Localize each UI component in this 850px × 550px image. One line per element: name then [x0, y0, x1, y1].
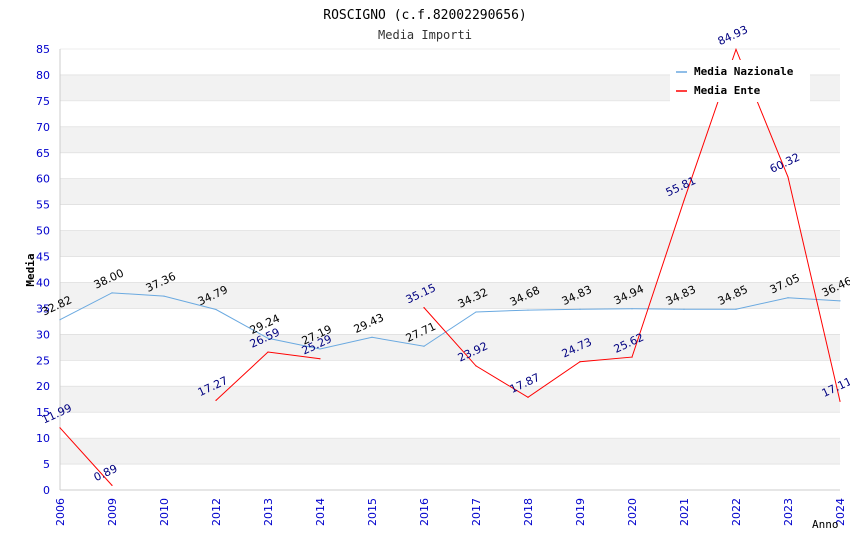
grid-band — [60, 230, 840, 257]
y-tick-label: 50 — [36, 225, 50, 238]
y-tick-label: 35 — [36, 302, 50, 315]
grid-band — [60, 178, 840, 205]
data-label-media-ente: 84.93 — [716, 23, 750, 48]
y-tick-label: 20 — [36, 380, 50, 393]
y-tick-label: 60 — [36, 173, 50, 186]
x-tick-label: 2009 — [106, 498, 119, 526]
x-tick-label: 2016 — [418, 498, 431, 526]
x-tick-label: 2022 — [730, 498, 743, 526]
y-tick-label: 10 — [36, 432, 50, 445]
grid-band — [60, 438, 840, 465]
legend-label-media-nazionale: Media Nazionale — [694, 65, 794, 78]
x-tick-label: 2021 — [678, 498, 691, 526]
grid-bands — [60, 74, 840, 465]
y-tick-label: 70 — [36, 121, 50, 134]
x-tick-label: 2018 — [522, 498, 535, 526]
x-tick-labels: 2006 2009 2010 2012 2013 2014 2015 2016 2017 2018… — [54, 498, 847, 526]
x-tick-label: 2023 — [782, 498, 795, 526]
series-line-media-nazionale — [59, 292, 841, 350]
grid-lines — [60, 48, 840, 491]
y-tick-label: 30 — [36, 328, 50, 341]
data-label-media-ente: 0.89 — [92, 462, 120, 484]
legend-box — [670, 60, 810, 102]
y-tick-label: 25 — [36, 354, 50, 367]
y-axis-label: Media — [24, 253, 37, 286]
grid-band — [60, 386, 840, 413]
x-tick-label: 2006 — [54, 498, 67, 526]
x-tick-label: 2020 — [626, 498, 639, 526]
data-label-media-ente: 60.32 — [768, 151, 802, 176]
series-line-media-ente — [423, 47, 841, 402]
y-tick-label: 85 — [36, 43, 50, 56]
grid-band — [60, 334, 840, 361]
y-tick-label: 0 — [43, 484, 50, 497]
data-label-media-ente: 11.99 — [40, 401, 74, 426]
x-tick-label: 2013 — [262, 498, 275, 526]
series-lines — [59, 47, 841, 486]
x-tick-label: 2019 — [574, 498, 587, 526]
y-tick-label: 75 — [36, 95, 50, 108]
y-tick-label: 15 — [36, 406, 50, 419]
grid-band — [60, 282, 840, 309]
y-tick-label: 45 — [36, 251, 50, 264]
chart-title: ROSCIGNO (c.f.82002290656) — [323, 8, 527, 23]
grid-band — [60, 126, 840, 153]
y-tick-labels: 0 5 10 15 20 25 30 35 40 45 50 55 60 65 70 75 80 85 — [36, 43, 50, 497]
x-tick-label: 2017 — [470, 498, 483, 526]
data-label-media-nazionale: 29.43 — [352, 311, 386, 336]
x-tick-label: 2014 — [314, 498, 327, 526]
series-line-media-ente — [59, 427, 113, 486]
x-tick-label: 2024 — [834, 498, 847, 526]
y-tick-label: 40 — [36, 276, 50, 289]
legend: Media Nazionale Media Ente — [670, 60, 810, 102]
x-tick-label: 2015 — [366, 498, 379, 526]
x-tick-label: 2012 — [210, 498, 223, 526]
y-tick-label: 55 — [36, 199, 50, 212]
y-tick-label: 80 — [36, 69, 50, 82]
series-line-media-ente — [215, 351, 321, 401]
legend-label-media-ente: Media Ente — [694, 84, 761, 97]
axes — [59, 49, 840, 491]
chart-subtitle: Media Importi — [378, 28, 472, 42]
y-tick-label: 5 — [43, 458, 50, 471]
x-tick-label: 2010 — [158, 498, 171, 526]
y-tick-label: 65 — [36, 147, 50, 160]
x-axis-label: Anno — [812, 518, 839, 531]
